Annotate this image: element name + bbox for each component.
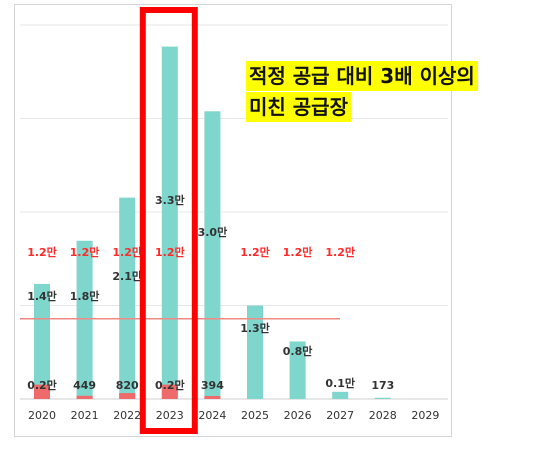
x-tick-label: 2021 <box>71 409 99 422</box>
annotation-line-2: 미친 공급장 <box>246 92 351 122</box>
data-label: 173 <box>371 379 394 392</box>
data-label: 3.3만 <box>155 193 185 207</box>
x-tick-label: 2022 <box>113 409 141 422</box>
bar-2021 <box>76 240 93 399</box>
bar-bottom-2023 <box>161 384 178 399</box>
annotation-callout: 적정 공급 대비 3배 이상의 미친 공급장 <box>246 61 478 123</box>
data-label: 0.1만 <box>325 376 355 390</box>
bottom-data-label: 0.2만 <box>155 378 185 392</box>
x-tick-label: 2020 <box>28 409 56 422</box>
bottom-data-label: 449 <box>73 379 96 392</box>
target-label: 1.2만 <box>240 245 270 259</box>
bar-2028 <box>374 397 391 399</box>
x-tick-label: 2027 <box>326 409 354 422</box>
x-tick-label: 2023 <box>156 409 184 422</box>
bar-2020 <box>34 283 50 399</box>
x-tick-label: 2026 <box>284 409 312 422</box>
x-tick-label: 2028 <box>369 409 397 422</box>
data-label: 3.0만 <box>198 225 228 239</box>
bar-bottom-2024 <box>204 396 221 399</box>
data-label: 0.8만 <box>283 344 313 358</box>
bottom-data-label: 394 <box>201 379 224 392</box>
target-label: 1.2만 <box>283 245 313 259</box>
highlight-box-2023 <box>139 7 198 434</box>
bar-2024 <box>204 111 221 400</box>
data-label: 1.4만 <box>27 289 57 303</box>
bar-bottom-2021 <box>76 395 93 399</box>
target-label: 1.2만 <box>112 245 142 259</box>
target-label: 1.2만 <box>27 245 57 259</box>
bottom-data-label: 820 <box>116 379 139 392</box>
target-label: 1.2만 <box>325 245 355 259</box>
bar-bottom-2020 <box>34 384 50 399</box>
bar-2027 <box>332 391 349 399</box>
target-label: 1.2만 <box>155 245 185 259</box>
bar-2025 <box>247 305 263 399</box>
annotation-line-1: 적정 공급 대비 3배 이상의 <box>246 61 478 91</box>
data-label: 2.1만 <box>112 269 142 283</box>
data-label: 1.8만 <box>70 289 100 303</box>
bar-2023 <box>161 46 178 399</box>
target-label: 1.2만 <box>70 245 100 259</box>
x-tick-label: 2025 <box>241 409 269 422</box>
bottom-data-label: 0.2만 <box>27 378 57 392</box>
bar-2026 <box>289 341 306 399</box>
bar-bottom-2022 <box>119 393 136 399</box>
data-label: 1.3만 <box>240 321 270 335</box>
x-tick-label: 2029 <box>411 409 439 422</box>
bar-2022 <box>119 197 136 399</box>
x-tick-label: 2024 <box>198 409 226 422</box>
